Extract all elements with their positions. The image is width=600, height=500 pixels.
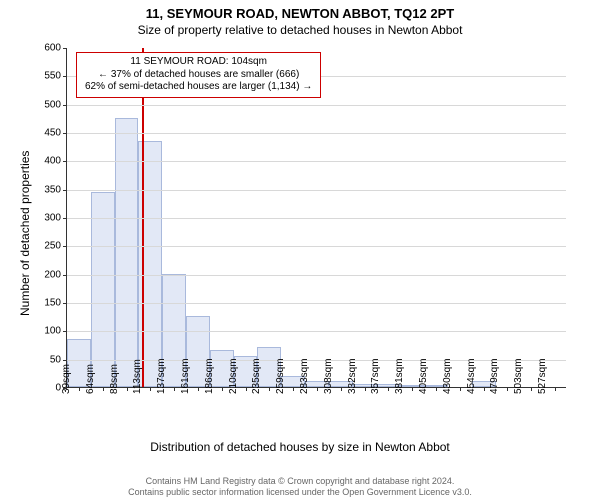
y-tick [63, 218, 67, 219]
gridline [67, 190, 566, 191]
gridline [67, 133, 566, 134]
y-tick [63, 360, 67, 361]
y-tick-label: 550 [27, 71, 61, 82]
x-tick [365, 387, 366, 391]
gridline [67, 161, 566, 162]
gridline [67, 105, 566, 106]
y-tick-label: 200 [27, 269, 61, 280]
y-tick [63, 76, 67, 77]
y-tick [63, 161, 67, 162]
callout-line-1: 11 SEYMOUR ROAD: 104sqm [85, 56, 312, 69]
y-tick-label: 250 [27, 241, 61, 252]
gridline [67, 360, 566, 361]
y-tick [63, 303, 67, 304]
y-tick-label: 450 [27, 128, 61, 139]
y-tick [63, 48, 67, 49]
y-tick-label: 50 [27, 354, 61, 365]
y-tick-label: 100 [27, 326, 61, 337]
x-tick [531, 387, 532, 391]
histogram-bar [257, 347, 281, 387]
x-tick [127, 387, 128, 391]
y-tick-label: 0 [27, 383, 61, 394]
footer-line-2: Contains public sector information licen… [0, 487, 600, 498]
x-tick [246, 387, 247, 391]
x-tick [555, 387, 556, 391]
x-tick [222, 387, 223, 391]
footer-attribution: Contains HM Land Registry data © Crown c… [0, 476, 600, 498]
y-tick-label: 350 [27, 184, 61, 195]
x-tick [174, 387, 175, 391]
histogram-bar [67, 339, 91, 387]
y-tick-label: 500 [27, 99, 61, 110]
y-tick-label: 300 [27, 213, 61, 224]
gridline [67, 303, 566, 304]
x-tick [198, 387, 199, 391]
y-axis-title: Number of detached properties [18, 151, 32, 316]
x-tick [269, 387, 270, 391]
callout-line-2: ← 37% of detached houses are smaller (66… [85, 69, 312, 82]
x-tick [103, 387, 104, 391]
x-tick [150, 387, 151, 391]
histogram-bar [281, 376, 305, 387]
y-tick [63, 331, 67, 332]
x-tick [436, 387, 437, 391]
histogram-bar [115, 118, 139, 387]
histogram-bar [186, 316, 210, 387]
x-tick [293, 387, 294, 391]
callout-box: 11 SEYMOUR ROAD: 104sqm ← 37% of detache… [76, 52, 321, 98]
footer-line-1: Contains HM Land Registry data © Crown c… [0, 476, 600, 487]
x-tick [79, 387, 80, 391]
x-tick [507, 387, 508, 391]
y-tick [63, 246, 67, 247]
histogram-bar [91, 192, 115, 388]
y-tick [63, 190, 67, 191]
histogram-plot-area: 050100150200250300350400450500550600 [66, 48, 566, 388]
histogram-bar [162, 274, 186, 387]
page-title: 11, SEYMOUR ROAD, NEWTON ABBOT, TQ12 2PT [0, 6, 600, 21]
x-axis-title: Distribution of detached houses by size … [0, 440, 600, 454]
x-tick [341, 387, 342, 391]
page-subtitle: Size of property relative to detached ho… [0, 23, 600, 37]
gridline [67, 275, 566, 276]
y-tick [63, 133, 67, 134]
gridline [67, 218, 566, 219]
callout-line-3: 62% of semi-detached houses are larger (… [85, 81, 312, 94]
y-tick [63, 388, 67, 389]
gridline [67, 246, 566, 247]
y-tick-label: 400 [27, 156, 61, 167]
x-tick [460, 387, 461, 391]
x-tick [317, 387, 318, 391]
x-tick [412, 387, 413, 391]
x-tick [484, 387, 485, 391]
x-tick [388, 387, 389, 391]
y-tick [63, 105, 67, 106]
histogram-bar [210, 350, 234, 387]
y-tick [63, 275, 67, 276]
gridline [67, 331, 566, 332]
y-tick-label: 150 [27, 298, 61, 309]
y-tick-label: 600 [27, 43, 61, 54]
